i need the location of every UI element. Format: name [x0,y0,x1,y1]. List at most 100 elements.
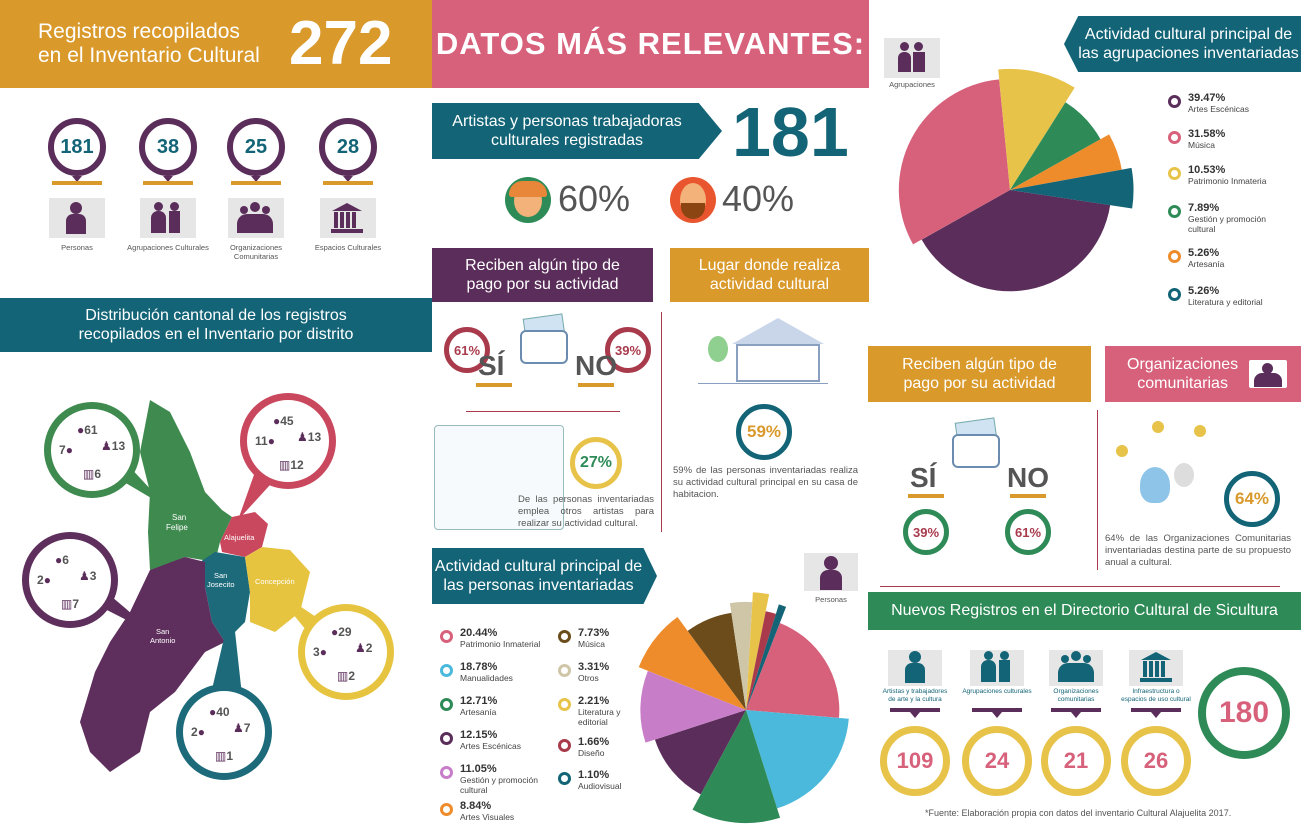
distribution-title-line2: recopilados en el Inventario por distrit… [78,326,354,343]
legend-pct: 1.10% [578,769,610,781]
pie-slice [1010,134,1122,190]
summary-ring: 25 [227,118,285,176]
person-icon: ● [209,705,217,719]
legend-swatch [558,772,571,785]
legend-item: 7.73% Música [558,627,638,649]
sicultura-ring: 21 [1041,726,1111,796]
header-banner: Registros recopilados en el Inventario C… [0,0,432,88]
pin-organizaciones: 2● [191,725,205,739]
legend-item: 8.84% Artes Visuales [440,800,560,822]
groups-pay-title-line2: pago por su actividad [903,375,1056,392]
pay-title-line2: pago por su actividad [466,276,619,293]
legend-item: 18.78% Manualidades [440,661,560,683]
legend-swatch [440,803,453,816]
legend-swatch [1168,167,1181,180]
legend-item: 10.53% Patrimonio Inmateria [1168,164,1293,186]
district-pin: ●29 3● ♟2 ▥2 [298,604,394,700]
legend-swatch [440,766,453,779]
legend-item: 1.66% Diseño [558,736,638,758]
pin-personas: ●40 [209,705,230,719]
pie-slice [898,79,1010,245]
pin-espacios: ▥12 [279,458,304,472]
pin-espacios: ▥7 [61,597,80,611]
building-icon: ▥ [279,458,291,472]
person-icon: ● [55,553,63,567]
pin-organizaciones: 11● [255,434,275,448]
legend-item: 39.47% Artes Escénicas [1168,92,1293,114]
sicultura-pin [1071,712,1081,718]
legend-swatch [558,630,571,643]
legend-pct: 5.26% [1188,285,1220,297]
groups-pay-no-label: NO [1007,462,1049,493]
pie-slice [638,617,746,710]
person-icon: ● [77,423,85,437]
groups-wallet-icon [952,417,1000,470]
summary-label: Espacios Culturales [314,243,382,252]
pin-personas: ●45 [273,414,294,428]
groups-pay-no-marker [1010,494,1046,498]
pay-title-line1: Reciben algún tipo de [465,256,620,274]
pie-slice [746,592,770,710]
artists-label-line2: culturales registradas [490,132,644,149]
summary-pin [163,176,173,182]
legend-label: Artesanía [460,707,497,717]
legend-label: Artes Visuales [460,812,515,822]
sicultura-title-text: Nuevos Registros en el Directorio Cultur… [891,602,1278,620]
pin-personas: ●6 [55,553,69,567]
person-icon: ● [273,414,281,428]
map-label-san-antonio: San Antonio [150,627,175,645]
summary-icon-box [228,198,284,238]
legend-label: Música [1188,140,1215,150]
artists-label: Artistas y personas trabajadoras cultural… [432,103,722,159]
legend-swatch [1168,288,1181,301]
summary-ring: 28 [319,118,377,176]
legend-label: Artesanía [1188,259,1225,269]
activity-title: Actividad cultural principal de las perso… [432,548,657,604]
header-total: 272 [289,8,393,78]
header-title-line2: en el Inventario Cultural [38,44,260,67]
pie-slice [746,623,840,718]
group-icon: ● [197,725,205,739]
summary-label: Agrupaciones Culturales [127,243,209,252]
legend-label: Gestión y promoción cultural [460,775,538,795]
legend-pct: 12.71% [460,695,498,707]
sicultura-pin [992,712,1002,718]
men-pct: 40% [722,178,795,219]
pin-organizaciones: 2● [37,573,51,587]
pie-slice [921,190,1111,292]
legend-swatch [440,630,453,643]
legend-label: Patrimonio Inmaterial [460,639,541,649]
legend-pct: 1.66% [578,736,610,748]
map-label-san-felipe: San Felipe [166,513,188,532]
pay-no-marker [578,383,614,387]
building-icon: ▥ [337,669,349,683]
distribution-title: Distribución cantonal de los registros re… [0,298,432,352]
groups-title-line1: Actividad cultural principal de [1084,25,1293,43]
persons-icon-box [804,553,858,591]
legend-pct: 3.31% [578,661,610,673]
person-icon [824,556,838,570]
place-ring: 59% [736,404,792,460]
sicultura-title: Nuevos Registros en el Directorio Cultur… [868,592,1301,630]
map-san-felipe [140,400,232,570]
couple-icon: ♟ [79,569,90,583]
sicultura-label: Artistas y trabajadores de arte y la cul… [882,688,948,703]
legend-pct: 31.58% [1188,128,1226,140]
pin-agrupaciones: ♟2 [355,641,373,655]
person-icon: ● [331,625,339,639]
summary-pin [343,176,353,182]
summary-icon-box [49,198,105,238]
pin-agrupaciones: ♟13 [297,430,322,444]
legend-item: 5.26% Literatura y editorial [1168,285,1293,307]
hire-text: De las personas inventariadas emplea otr… [518,494,654,529]
legend-swatch [440,698,453,711]
legend-label: Otros [578,673,599,683]
legend-label: Gestión y promoción cultural [1188,214,1266,234]
person-icon [888,647,942,687]
sicultura-marker [972,708,1022,712]
map-label-alajuelita: Alajuelita [224,533,255,542]
place-title: Lugar donde realiza actividad cultural [670,248,869,302]
groups-pay-title: Reciben algún tipo de pago por su activid… [868,346,1091,402]
groups-pay-title-line1: Reciben algún tipo de [902,355,1057,373]
legend-swatch [1168,250,1181,263]
